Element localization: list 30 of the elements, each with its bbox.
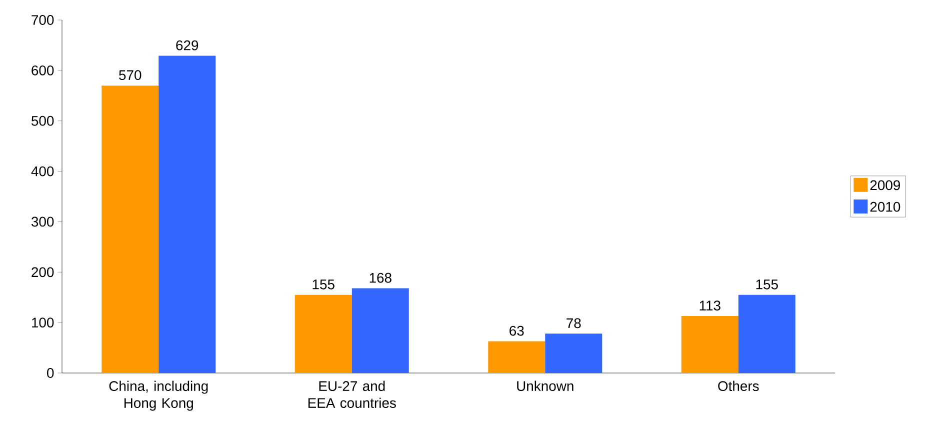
y-tick-label: 600 (32, 65, 54, 76)
x-tick-label: EU-27 and EEA countries (308, 380, 396, 408)
bar (158, 56, 216, 373)
y-tick-label: 200 (32, 267, 54, 278)
bar (681, 316, 738, 373)
y-tick-label: 500 (32, 116, 54, 126)
bar (488, 341, 546, 373)
x-tick-label: China, including Hong Kong (109, 380, 208, 411)
x-tick-label: Others (718, 380, 759, 392)
data-label: 570 (119, 70, 142, 80)
data-label: 168 (370, 272, 392, 283)
y-tick-label: 300 (31, 216, 54, 227)
x-tick-label: Unknown (517, 380, 574, 392)
bar (545, 334, 602, 373)
y-tick-label: 100 (32, 318, 54, 328)
bar (352, 288, 409, 373)
bar (102, 86, 159, 373)
data-label: 155 (312, 280, 334, 290)
data-label: 155 (756, 280, 778, 290)
y-tick-label: 700 (32, 15, 54, 25)
legend-label: 2010 (870, 202, 900, 212)
y-tick-label: 400 (31, 166, 54, 176)
data-label: 113 (700, 300, 720, 310)
y-tick-label: 0 (47, 368, 54, 378)
legend-label: 2009 (870, 180, 900, 190)
bar (294, 294, 352, 373)
data-label: 63 (510, 326, 524, 336)
bar (738, 294, 796, 373)
data-label: 78 (566, 318, 581, 328)
data-label: 629 (176, 40, 198, 50)
